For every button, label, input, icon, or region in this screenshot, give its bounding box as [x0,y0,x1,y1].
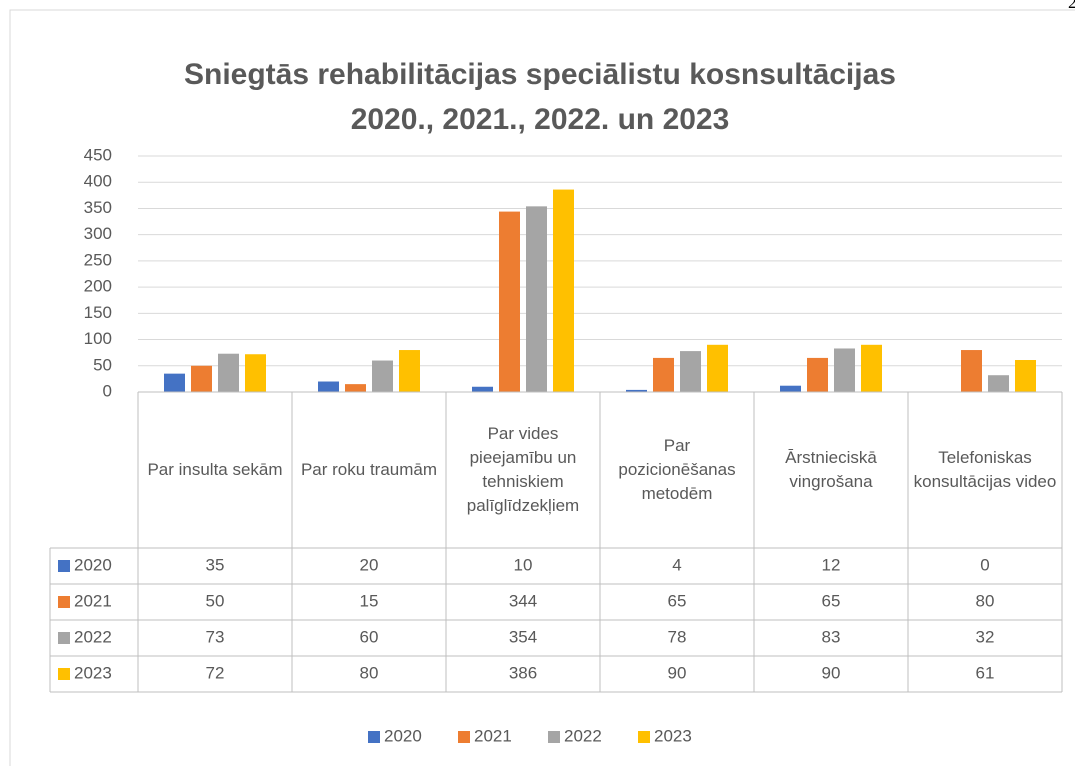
data-label: 50 [206,591,225,610]
chart-title: 2020., 2021., 2022. un 2023 [351,103,730,136]
table-series-label: 2022 [74,627,112,646]
bar [399,350,420,392]
bar [780,385,801,392]
bar [861,344,882,392]
data-label: 65 [668,591,687,610]
page-number: 2 [1068,0,1075,12]
bar [807,357,828,392]
table-series-label: 2021 [74,591,112,610]
legend-key [58,560,70,572]
data-label: 15 [360,591,379,610]
chart-border [9,9,1075,766]
y-tick-label: 150 [84,303,112,322]
bar [680,351,701,392]
data-label: 386 [509,663,537,682]
bar [1015,360,1036,392]
y-tick-label: 0 [103,381,112,400]
bar [988,375,1009,392]
data-label: 83 [822,627,841,646]
data-label: 354 [509,627,537,646]
bar [961,350,982,392]
data-label: 12 [822,555,841,574]
bar [653,357,674,392]
data-label: 35 [206,555,225,574]
bar [164,373,185,392]
legend-key [58,596,70,608]
data-label: 90 [822,663,841,682]
legend-key [368,731,380,743]
data-label: 4 [672,555,681,574]
data-label: 20 [360,555,379,574]
legend-label: 2020 [384,726,422,745]
bar [218,353,239,392]
legend-label: 2021 [474,726,512,745]
data-label: 65 [822,591,841,610]
bar [345,384,366,392]
legend-key [58,668,70,680]
data-label: 80 [976,591,995,610]
category-label: Par pozicionēšanas metodēm [618,436,736,503]
y-tick-label: 50 [93,355,112,374]
chart-title: Sniegtās rehabilitācijas speciālistu kos… [184,58,896,91]
legend-key [638,731,650,743]
bar [499,211,520,392]
y-tick-label: 350 [84,198,112,217]
table-series-label: 2023 [74,663,112,682]
data-label: 72 [206,663,225,682]
legend-label: 2022 [564,726,602,745]
bar [707,344,728,392]
data-label: 90 [668,663,687,682]
legend-key [58,632,70,644]
data-label: 61 [976,663,995,682]
data-label: 0 [980,555,989,574]
data-label: 78 [668,627,687,646]
category-label: Telefoniskas konsultācijas video [913,448,1057,491]
category-label: Par vides pieejamību un tehniskiem palīg… [466,424,580,515]
data-label: 73 [206,627,225,646]
bar [372,360,393,392]
category-label: Ārstnieciskā vingrošana [785,448,877,491]
y-tick-label: 300 [84,224,112,243]
data-label: 10 [514,555,533,574]
bar [526,206,547,392]
data-label: 32 [976,627,995,646]
bar [318,381,339,392]
legend-key [458,731,470,743]
data-label: 60 [360,627,379,646]
bar [553,189,574,392]
data-label: 80 [360,663,379,682]
y-tick-label: 450 [84,145,112,164]
bar [245,354,266,392]
bar [191,365,212,392]
y-tick-label: 200 [84,277,112,296]
data-label: 344 [509,591,537,610]
bar [472,386,493,392]
legend-label: 2023 [654,726,692,745]
category-label: Par roku traumām [300,460,438,479]
y-tick-label: 400 [84,172,112,191]
y-tick-label: 100 [84,329,112,348]
bar [626,389,647,392]
table-series-label: 2020 [74,555,112,574]
bar [834,348,855,392]
legend-key [548,731,560,743]
y-tick-label: 250 [84,250,112,269]
category-label: Par insulta sekām [147,460,283,479]
